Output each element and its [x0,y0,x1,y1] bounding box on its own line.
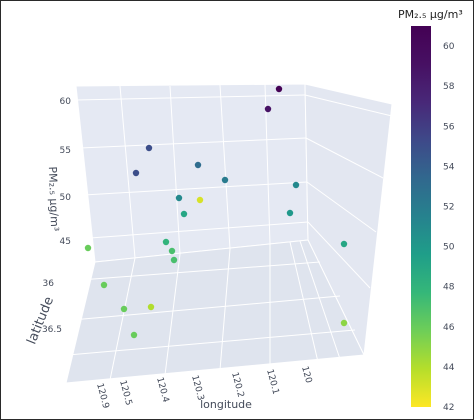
gridline [71,295,341,321]
gridline [306,181,377,233]
z-axis-title: PM₂.₅ µg/m³ [46,166,61,231]
y-tick-label: 36.5 [42,325,62,335]
data-point [340,319,348,327]
gridline [83,181,308,196]
colorbar-tick-label: 52 [443,202,454,212]
gridline [304,94,393,117]
colorbar-tick-label: 58 [443,82,455,92]
colorbar-tick-label: 46 [443,323,455,333]
x-tick-label: 120 [299,365,313,384]
gridline [164,253,181,376]
data-point [132,169,140,177]
data-point [120,305,128,313]
colorbar-gradient [411,26,431,407]
gridline [119,85,136,259]
data-point [286,209,294,217]
gridline [169,85,181,255]
data-point [175,194,183,202]
gridline [219,248,231,371]
gridline [219,84,231,250]
gridline [305,137,384,179]
colorbar-tick-label: 56 [443,122,455,132]
colorbar: PM₂.₅ µg/m³ 42 44 46 48 50 52 54 56 58 60 [398,8,463,413]
z-tick-label: 45 [60,237,71,247]
back-wall-panel [75,83,309,263]
data-point [275,85,283,93]
data-point [292,181,300,189]
colorbar-tick-label: 44 [443,363,455,373]
data-point [100,281,108,289]
data-point [84,244,92,252]
colorbar-ticks: 42 44 46 48 50 52 54 56 58 60 [443,42,455,413]
colorbar-tick-label: 54 [443,162,455,172]
gridline [79,261,321,281]
data-point [180,210,188,218]
gridline [299,240,341,360]
gridlines [67,83,393,381]
x-axis-title: longitude [200,398,252,411]
data-point [147,303,155,311]
data-point [170,256,178,264]
colorbar-tick-label: 48 [443,283,455,293]
colorbar-tick-label: 42 [443,403,454,413]
data-point [168,247,176,255]
z-tick-label: 60 [60,97,72,107]
scene [65,83,393,384]
z-tick-label: 55 [60,146,71,156]
data-points [84,85,348,339]
z-tick-label: 50 [60,193,72,203]
data-point [194,161,202,169]
data-point [340,240,348,248]
colorbar-tick-label: 60 [443,42,455,52]
data-point [221,176,229,184]
gridline [79,137,307,149]
gridline [307,221,371,289]
colorbar-tick-label: 50 [443,243,455,253]
y-tick-label: 36 [43,279,55,289]
data-point [130,331,138,339]
data-point [264,105,272,113]
colorbar-title: PM₂.₅ µg/m³ [398,8,463,21]
gridline [89,221,309,239]
gridline [75,94,306,101]
data-point [162,238,170,246]
data-point [145,144,153,152]
gridline [289,241,319,363]
data-point [196,196,204,204]
gridline [109,257,136,381]
